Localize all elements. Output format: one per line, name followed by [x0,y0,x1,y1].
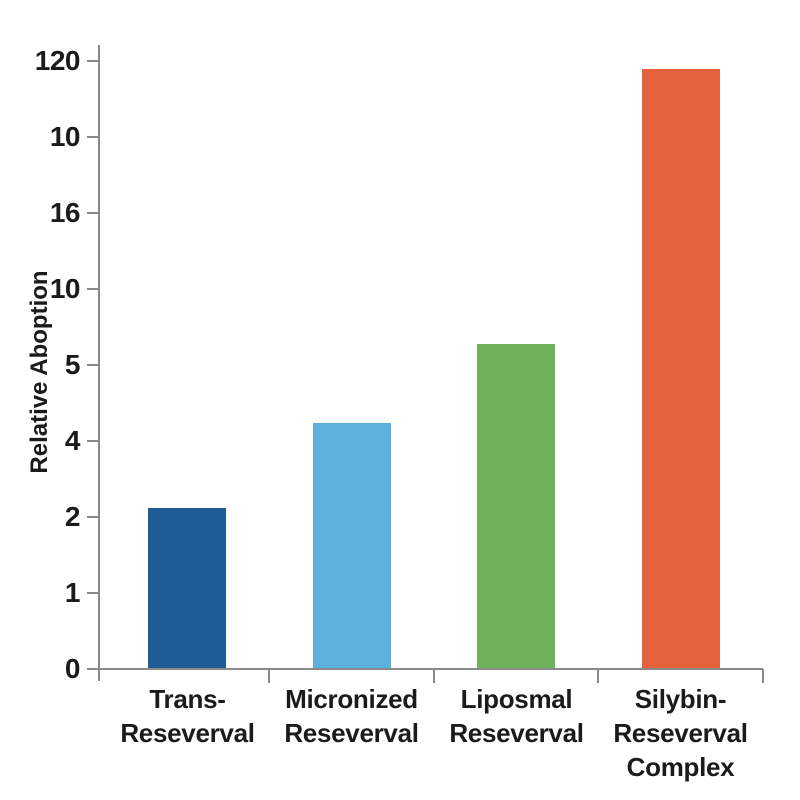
x-category-label: Trans- Reseverval [120,684,255,748]
y-tick-mark [87,60,99,62]
x-axis-line [90,668,763,670]
y-tick-mark [87,136,99,138]
x-tick-mark [433,669,435,683]
y-tick-mark [87,288,99,290]
y-tick-label: 0 [64,653,81,684]
y-tick-label: 4 [64,425,81,456]
x-tick-mark [762,669,764,683]
x-tick-mark [597,669,599,683]
bar-3 [477,344,555,668]
y-tick-mark [87,440,99,442]
y-tick-mark [87,364,99,366]
x-category-label: Micronized Reseverval [284,684,419,748]
x-tick-mark [268,669,270,683]
y-tick-label: 10 [49,121,81,152]
y-tick-label: 1 [64,577,81,608]
y-tick-label: 10 [49,273,81,304]
x-category-label: Silybin- Reseverval Complex [613,684,748,782]
x-category-label: Liposmal Reseverval [449,684,584,748]
bar-4 [642,69,720,668]
y-tick-label: 16 [49,197,81,228]
y-tick-label: 120 [34,45,81,76]
bar-2 [313,423,391,668]
y-tick-mark [87,668,99,670]
y-tick-mark [87,212,99,214]
y-tick-label: 2 [64,501,81,532]
y-tick-label: 5 [64,349,81,380]
y-tick-mark [87,516,99,518]
bar-1 [148,508,226,668]
y-axis-line [98,45,100,681]
y-tick-mark [87,592,99,594]
